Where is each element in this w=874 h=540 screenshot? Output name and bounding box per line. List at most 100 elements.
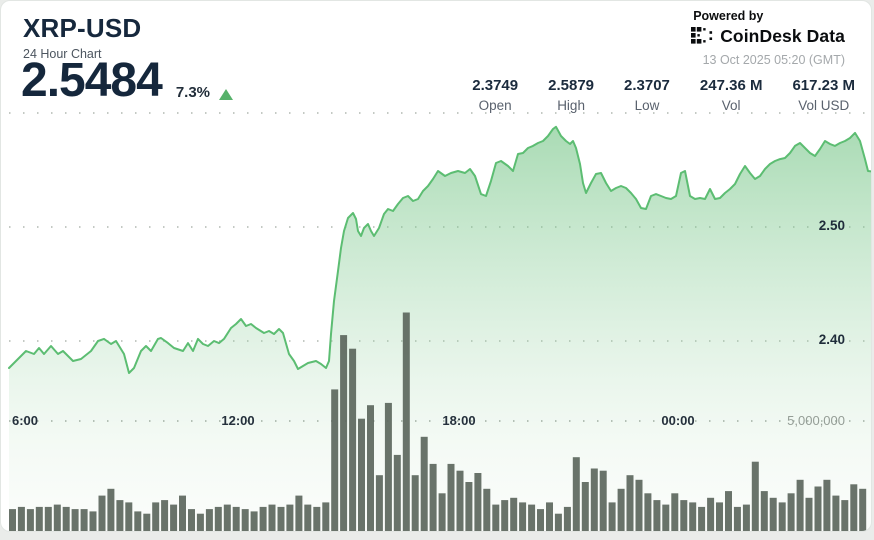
up-arrow-icon [219, 89, 234, 100]
volume-bar [546, 502, 553, 531]
volume-bar [393, 454, 401, 531]
chart-subtitle: 24 Hour Chart [23, 47, 102, 61]
stat-low: 2.3707 Low [624, 77, 670, 113]
volume-bar [832, 495, 840, 531]
volume-bar [80, 509, 88, 531]
timestamp: 13 Oct 2025 05:20 (GMT) [702, 53, 845, 67]
volume-bar [707, 497, 715, 531]
coindesk-logo-icon [691, 26, 713, 44]
volume-bar [599, 470, 607, 531]
volume-bar [26, 509, 34, 531]
volume-bar [778, 502, 786, 531]
volume-bar [581, 482, 589, 531]
volume-bar [572, 457, 580, 531]
volume-bar [617, 488, 625, 531]
volume-bar [125, 502, 133, 531]
stat-label: Open [478, 98, 512, 113]
volume-bar [662, 504, 670, 531]
change-percent: 7.3% [175, 84, 211, 101]
volume-bar [671, 493, 679, 531]
volume-bar [716, 502, 723, 531]
volume-bar [608, 502, 616, 531]
volume-bar [680, 500, 688, 531]
volume-bar [304, 504, 312, 531]
price-area [9, 126, 871, 531]
volume-bar [787, 493, 795, 531]
volume-bar [841, 500, 849, 531]
volume-bar [331, 389, 339, 531]
volume-bar [859, 488, 867, 531]
volume-bar [17, 506, 25, 531]
volume-bar [644, 493, 652, 531]
page-title-symbol: XRP-USD [23, 13, 142, 43]
volume-bar [214, 506, 222, 531]
volume-bar [35, 506, 43, 531]
volume-bar [483, 488, 491, 531]
volume-bar [805, 497, 813, 531]
stats-row: 2.3749 Open 2.5879 High 2.3707 Low 247.36 M Vol… [472, 77, 855, 113]
volume-bar [116, 500, 124, 531]
x-axis-label: 18:00 [442, 413, 476, 428]
volume-bar [196, 513, 204, 531]
stat-label: Vol [721, 98, 741, 113]
price-line [8, 125, 871, 374]
volume-bar [322, 502, 330, 531]
volume-bar [152, 502, 160, 531]
green-accent-strip [1, 1, 9, 531]
volume-bar [725, 491, 732, 531]
volume-bar [456, 470, 464, 531]
volume-bar [751, 461, 759, 531]
volume-bar [9, 509, 16, 531]
volume-bar [438, 493, 446, 531]
volume-bar [98, 495, 106, 531]
x-axis-label: 6:00 [11, 413, 39, 428]
price-axis-label: 2.40 [818, 332, 845, 347]
volume-bar [769, 497, 777, 531]
stat-value: 2.3707 [624, 77, 670, 94]
x-axis-label: 00:00 [661, 413, 695, 428]
volume-bar [143, 513, 151, 531]
powered-by-label: Powered by [693, 9, 764, 23]
volume-bar [170, 504, 178, 531]
volume-bar [492, 504, 500, 531]
stat-value: 247.36 M [699, 77, 763, 94]
volume-bar [44, 506, 52, 531]
volume-bar [232, 506, 240, 531]
volume-bar [367, 405, 374, 531]
volume-bar [411, 475, 419, 531]
volume-bar [626, 475, 634, 531]
stat-value: 2.5879 [548, 77, 595, 94]
volume-bar [384, 402, 392, 531]
volume-bar [537, 509, 544, 531]
volume-bar [134, 511, 142, 531]
volume-bar [286, 504, 294, 531]
volume-bar [814, 486, 822, 531]
volume-bar [465, 482, 473, 531]
stat-vol-usd: 617.23 M Vol USD [792, 77, 855, 113]
stat-open: 2.3749 Open [472, 77, 518, 113]
volume-bar [501, 500, 509, 531]
stat-label: Low [634, 98, 660, 113]
volume-bar [349, 348, 357, 531]
price-axis-label: 2.50 [818, 218, 845, 233]
volume-bar [635, 479, 643, 531]
volume-bar [402, 312, 410, 531]
volume-bar [796, 479, 804, 531]
volume-bar [259, 506, 267, 531]
volume-bar [89, 511, 97, 531]
volume-bar [742, 504, 750, 531]
volume-bar [689, 502, 697, 531]
volume-bar [429, 463, 437, 531]
volume-axis-label: 5,000,000 [787, 413, 845, 428]
price-volume-chart[interactable] [1, 1, 872, 532]
volume-bar [71, 509, 79, 531]
volume-bar [295, 495, 303, 531]
volume-bar [474, 473, 482, 531]
volume-bar [53, 504, 61, 531]
stat-label: High [557, 98, 585, 113]
volume-bar [241, 509, 249, 531]
stat-value: 617.23 M [792, 77, 855, 94]
stat-value: 2.3749 [472, 77, 519, 94]
volume-bar [528, 504, 536, 531]
